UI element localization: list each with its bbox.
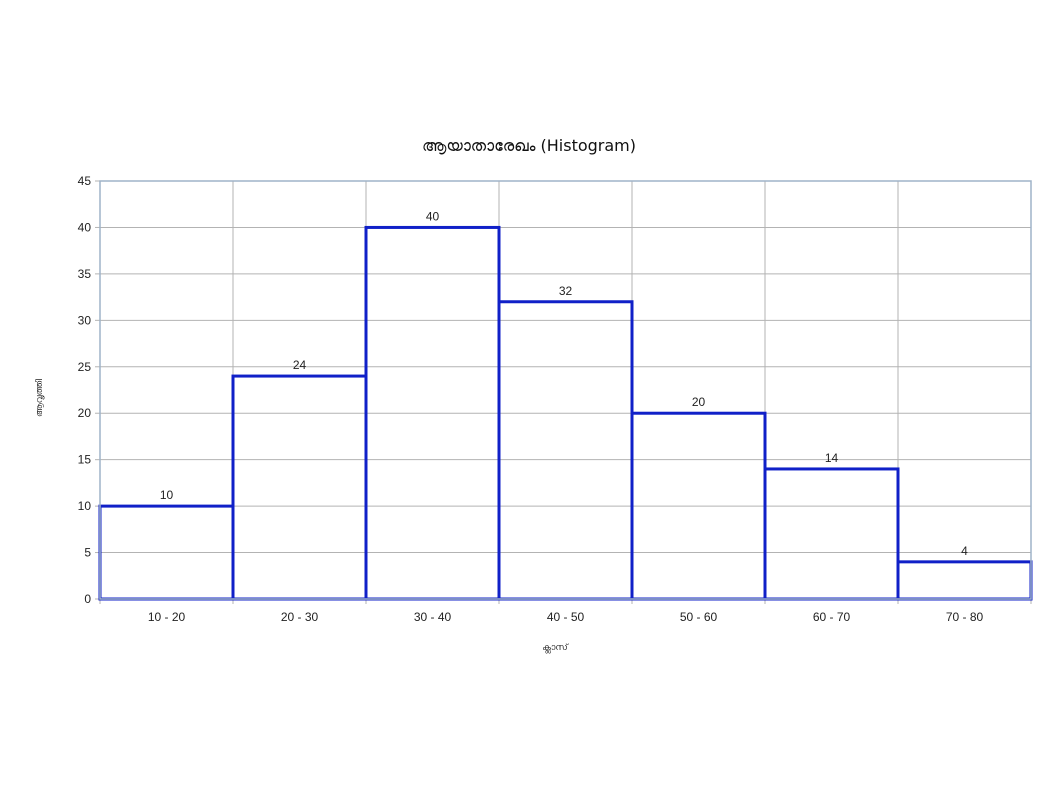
data-label: 10 <box>160 488 174 502</box>
y-tick-label: 30 <box>78 313 92 327</box>
x-tick-label: 30 - 40 <box>414 610 452 624</box>
y-tick-label: 35 <box>78 267 92 281</box>
bar <box>763 467 900 601</box>
data-label: 20 <box>692 395 706 409</box>
data-label: 14 <box>825 451 839 465</box>
data-label: 24 <box>293 358 307 372</box>
bar <box>497 300 634 601</box>
y-tick-label: 45 <box>78 174 92 188</box>
y-tick-label: 25 <box>78 360 92 374</box>
y-tick-labels: 0 5 10 15 20 25 30 35 40 45 <box>78 174 92 606</box>
x-tick-label: 40 - 50 <box>547 610 585 624</box>
y-tick-label: 40 <box>78 220 92 234</box>
data-label: 4 <box>961 544 968 558</box>
x-tick-label: 60 - 70 <box>813 610 851 624</box>
y-tick-label: 0 <box>84 592 91 606</box>
bar <box>896 560 1033 601</box>
y-tick-label: 20 <box>78 406 92 420</box>
data-label: 40 <box>426 209 440 223</box>
y-tick-label: 15 <box>78 453 92 467</box>
data-labels: 10 24 40 32 20 14 4 <box>160 209 968 557</box>
plot-frame <box>99 180 1032 600</box>
y-axis-label: ആവൃത്തി <box>34 379 45 417</box>
data-label: 32 <box>559 284 573 298</box>
x-tick-label: 50 - 60 <box>680 610 718 624</box>
x-tick-labels: 10 - 20 20 - 30 30 - 40 40 - 50 50 - 60 60 - … <box>148 610 984 624</box>
bar <box>231 374 368 601</box>
x-tick-label: 20 - 30 <box>281 610 319 624</box>
x-tick-label: 70 - 80 <box>946 610 984 624</box>
x-axis-label: ക്ലാസ് <box>542 642 569 653</box>
grid <box>95 180 1032 604</box>
y-tick-label: 5 <box>84 546 91 560</box>
x-tick-label: 10 - 20 <box>148 610 186 624</box>
y-tick-label: 10 <box>78 499 92 513</box>
chart-title: ആയാതാരേഖം (Histogram) <box>422 136 636 155</box>
